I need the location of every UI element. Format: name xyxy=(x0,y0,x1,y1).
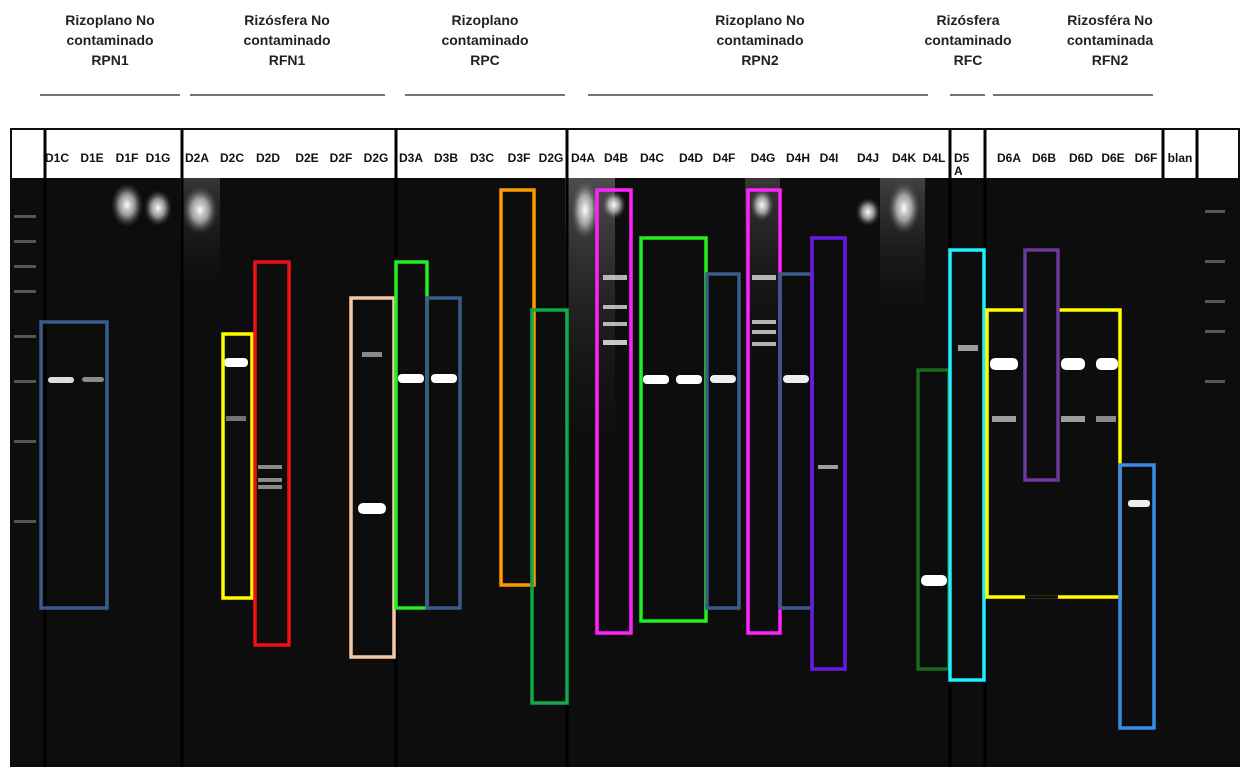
lane-label: blan xyxy=(1160,152,1200,165)
group-title-line: RFN1 xyxy=(207,50,367,70)
figure: Rizoplano NocontaminadoRPN1Rizósfera Noc… xyxy=(0,0,1242,767)
group-title-line: Rizósfera No xyxy=(207,10,367,30)
lane-label: D4G xyxy=(743,152,783,165)
lane-label: D2F xyxy=(321,152,361,165)
lane-label: D3B xyxy=(426,152,466,165)
gel-figure xyxy=(0,0,1242,767)
lane-label: D5 A xyxy=(954,152,968,178)
group-title-line: contaminado xyxy=(207,30,367,50)
group-title-line: Rizoplano No xyxy=(30,10,190,30)
group-title-line: Rizosféra No xyxy=(1030,10,1190,30)
lane-label: D1C xyxy=(37,152,77,165)
lane-label: D3C xyxy=(462,152,502,165)
lane-label: D2D xyxy=(248,152,288,165)
group-title-line: contaminado xyxy=(680,30,840,50)
lane-label: D4F xyxy=(704,152,744,165)
lane-label: D4B xyxy=(596,152,636,165)
lane-label: D6A xyxy=(989,152,1029,165)
group-title-line: Rizoplano xyxy=(405,10,565,30)
group-title-line: contaminada xyxy=(1030,30,1190,50)
group-title-line: Rizósfera xyxy=(888,10,1048,30)
group-title-line: contaminado xyxy=(30,30,190,50)
lane-label: D4C xyxy=(632,152,672,165)
lane-label: D1G xyxy=(138,152,178,165)
lane-label: D1E xyxy=(72,152,112,165)
lane-label: D2C xyxy=(212,152,252,165)
lane-label: D4I xyxy=(809,152,849,165)
lane-label: D3A xyxy=(391,152,431,165)
group-title-line: RPN1 xyxy=(30,50,190,70)
lane-label: D6B xyxy=(1024,152,1064,165)
group-title-line: RFN2 xyxy=(1030,50,1190,70)
group-title-line: RPN2 xyxy=(680,50,840,70)
lane-label: D4J xyxy=(848,152,888,165)
group-title-line: RFC xyxy=(888,50,1048,70)
lane-label: D2A xyxy=(177,152,217,165)
lane-label: D4L xyxy=(914,152,954,165)
group-title-line: Rizoplano No xyxy=(680,10,840,30)
lane-label: D2G xyxy=(356,152,396,165)
group-title-line: contaminado xyxy=(888,30,1048,50)
group-title-line: contaminado xyxy=(405,30,565,50)
group-title-line: RPC xyxy=(405,50,565,70)
